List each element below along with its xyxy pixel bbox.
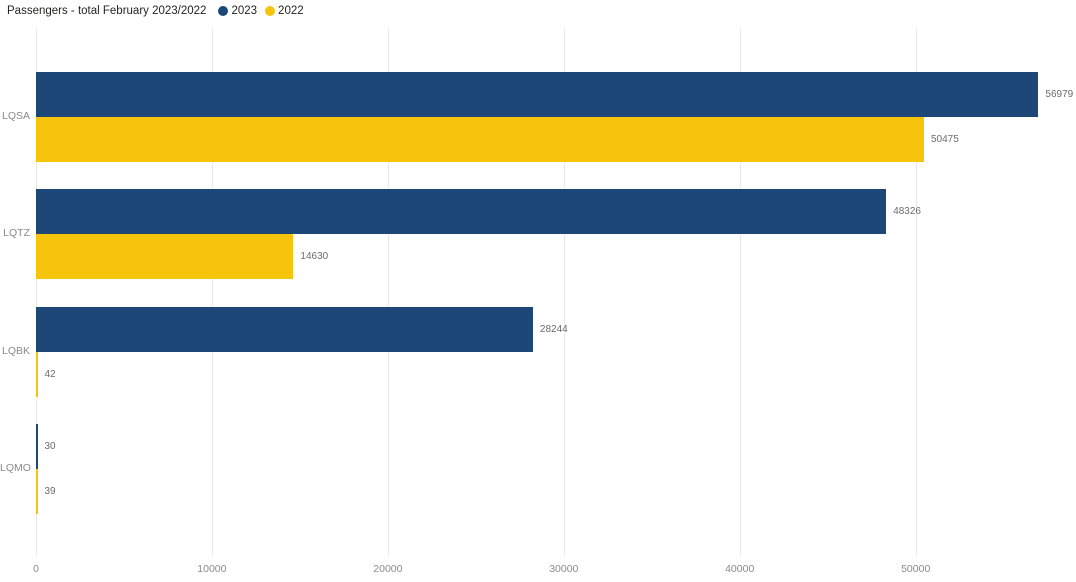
plot-area: 0 10000 20000 30000 40000 50000 56979 50475 4832… (33, 28, 1074, 575)
y-axis: LQSA LQTZ LQBK LQMO (0, 28, 31, 556)
value-label-lqbk-2023: 28244 (539, 323, 568, 335)
legend-item-2022[interactable]: 2022 (265, 5, 304, 17)
value-label-lqsa-2022: 50475 (931, 134, 959, 145)
value-label-lqtz-2023: 48326 (893, 206, 921, 218)
legend-item-label: 2022 (278, 5, 304, 17)
gridline (915, 28, 917, 556)
x-axis-tick-label: 0 (33, 563, 39, 575)
x-axis-tick-label: 40000 (725, 563, 755, 575)
legend-dot-icon (218, 6, 229, 16)
gridline (211, 28, 213, 556)
value-label-lqbk-2022: 42 (44, 368, 56, 380)
value-label-lqtz-2022: 14630 (300, 251, 329, 263)
x-axis-tick-label: 20000 (373, 563, 403, 575)
value-label-lqsa-2023: 56979 (1045, 89, 1074, 100)
x-axis-tick-label: 10000 (197, 563, 227, 575)
gridline (563, 28, 565, 556)
x-axis-tick-label: 50000 (901, 563, 931, 575)
y-axis-category-label: LQBK (1, 344, 30, 357)
bar-lqbk-2022[interactable] (36, 351, 38, 397)
legend-item-2023[interactable]: 2023 (218, 5, 257, 17)
gridline (36, 28, 37, 556)
legend-dot-icon (265, 6, 276, 16)
x-axis-tick-label: 30000 (549, 563, 579, 575)
bar-lqtz-2022[interactable] (36, 234, 294, 280)
y-axis-category-label: LQMO (0, 461, 31, 474)
gridline (739, 28, 741, 556)
bar-lqsa-2023[interactable] (36, 72, 1039, 117)
chart-title: Passengers - total February 2023/2022 (7, 5, 207, 17)
bar-lqtz-2023[interactable] (36, 189, 887, 235)
y-axis-category-label: LQTZ (3, 227, 30, 240)
bar-lqmo-2022[interactable] (36, 469, 38, 514)
value-label-lqmo-2022: 39 (44, 486, 56, 497)
bar-lqbk-2023[interactable] (36, 306, 533, 352)
chart-header: Passengers - total February 2023/2022 20… (7, 3, 312, 19)
legend: 2023 2022 (218, 5, 311, 17)
bar-lqmo-2023[interactable] (36, 424, 38, 469)
gridline (387, 28, 389, 556)
bar-lqsa-2022[interactable] (36, 117, 924, 162)
y-axis-category-label: LQSA (1, 110, 30, 122)
value-label-lqmo-2023: 30 (44, 441, 56, 452)
legend-item-label: 2023 (231, 5, 258, 17)
